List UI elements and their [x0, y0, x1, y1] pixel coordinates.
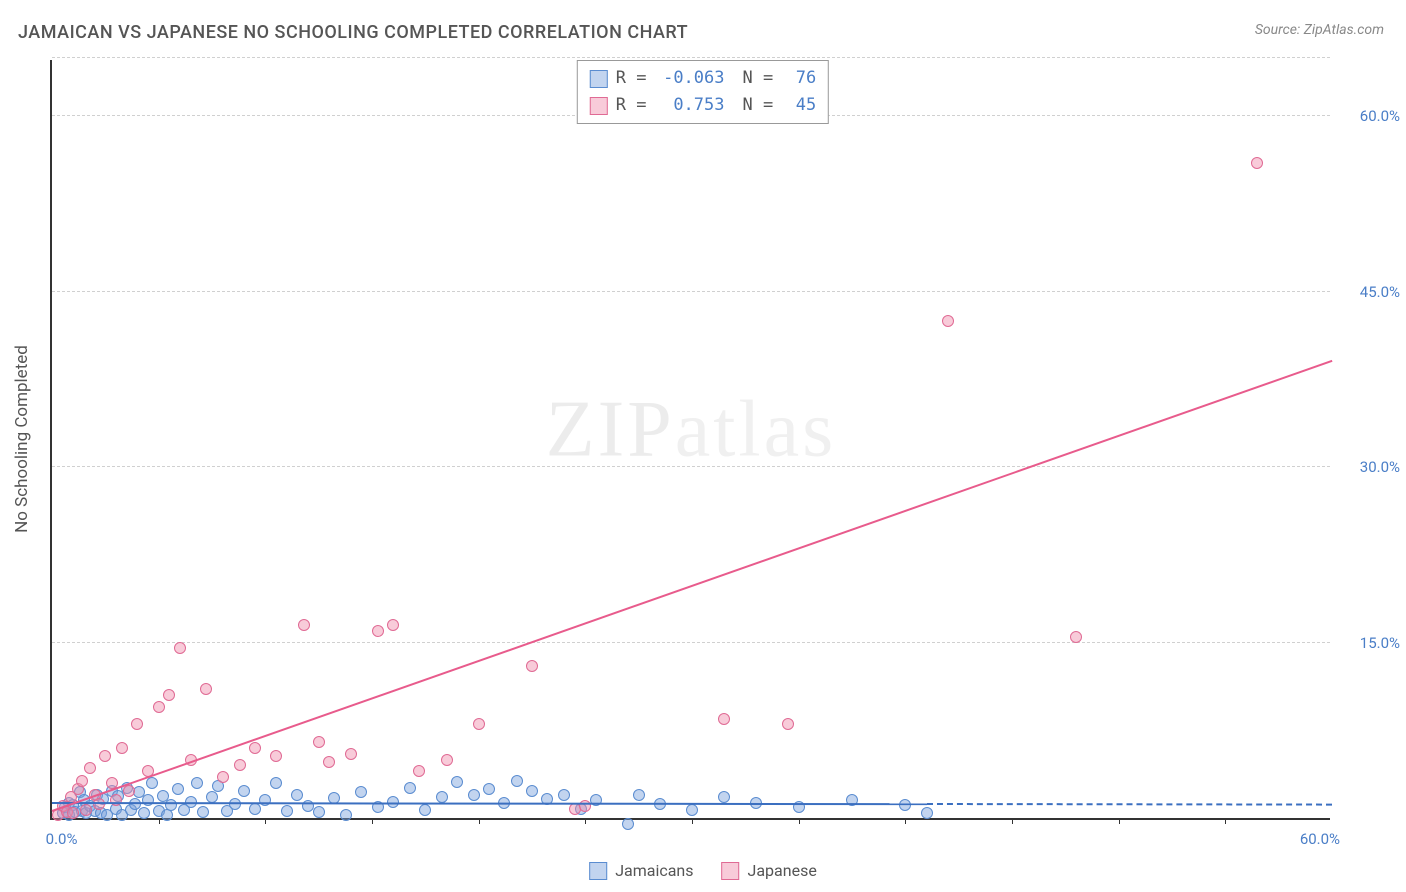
trend-line-extrapolated	[927, 803, 1332, 806]
trend-line	[52, 360, 1333, 812]
plot-area: ZIPatlas No Schooling Completed 15.0%30.…	[50, 60, 1330, 820]
x-tick-mark	[905, 818, 906, 824]
x-tick-label: 0.0%	[46, 830, 78, 848]
x-tick-mark	[1225, 818, 1226, 824]
legend-swatch-1	[590, 97, 608, 115]
x-tick-mark	[1119, 818, 1120, 824]
x-tick-mark	[585, 818, 586, 824]
x-tick-mark	[692, 818, 693, 824]
x-tick-mark	[159, 818, 160, 824]
trend-line	[52, 802, 927, 805]
y-tick-label: 45.0%	[1340, 283, 1400, 301]
chart-title: JAMAICAN VS JAPANESE NO SCHOOLING COMPLE…	[18, 22, 688, 43]
lines-layer	[52, 60, 1330, 818]
x-tick-label: 60.0%	[1300, 830, 1340, 848]
y-tick-label: 30.0%	[1340, 458, 1400, 476]
y-tick-label: 60.0%	[1340, 107, 1400, 125]
gridline	[52, 57, 1330, 58]
legend-swatch-series-0	[589, 862, 607, 880]
legend-swatch-0	[590, 70, 608, 88]
x-tick-mark	[799, 818, 800, 824]
legend-series-1: Japanese	[722, 861, 817, 880]
x-tick-mark	[265, 818, 266, 824]
x-tick-mark	[372, 818, 373, 824]
x-tick-mark	[479, 818, 480, 824]
legend-stats-row-0: R = -0.063 N = 76	[590, 65, 816, 92]
legend-series: Jamaicans Japanese	[589, 861, 817, 880]
scatter-point	[622, 818, 634, 830]
y-axis-label: No Schooling Completed	[12, 345, 32, 533]
source-label: Source: ZipAtlas.com	[1255, 22, 1384, 38]
y-tick-label: 15.0%	[1340, 634, 1400, 652]
x-tick-mark	[1012, 818, 1013, 824]
legend-series-0: Jamaicans	[589, 861, 693, 880]
legend-stats-row-1: R = 0.753 N = 45	[590, 92, 816, 119]
legend-swatch-series-1	[722, 862, 740, 880]
legend-stats: R = -0.063 N = 76 R = 0.753 N = 45	[577, 60, 829, 124]
